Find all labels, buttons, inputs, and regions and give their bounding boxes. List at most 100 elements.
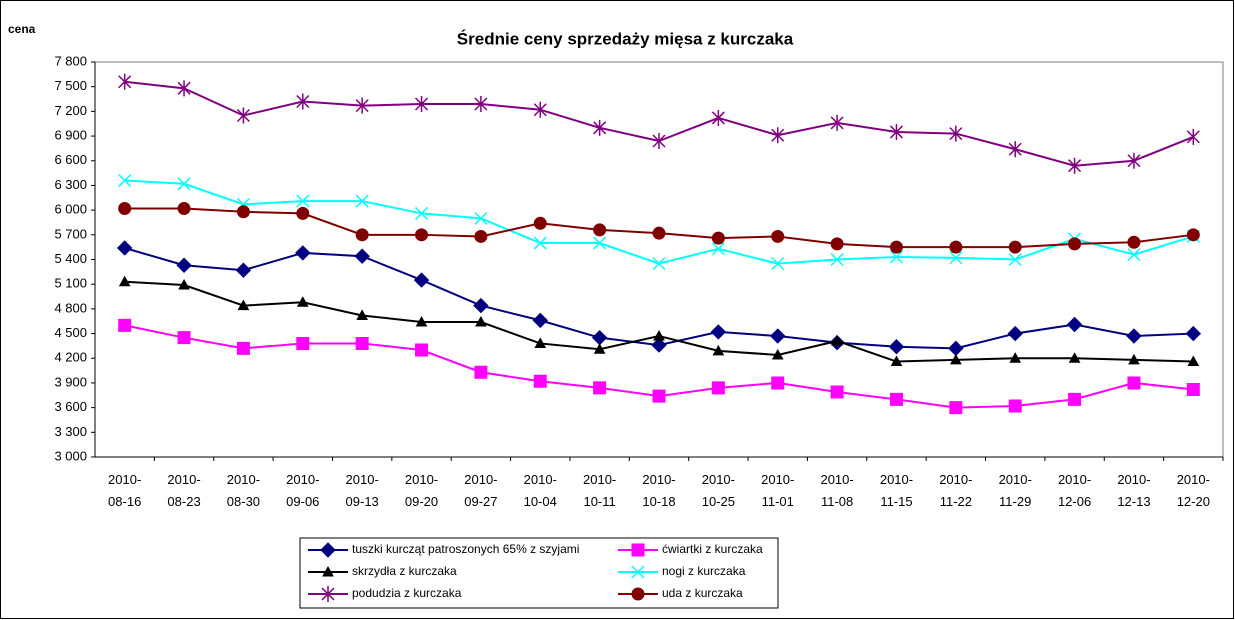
- data-point: [296, 93, 310, 110]
- data-point: [415, 228, 429, 242]
- x-tick-label: 2010-08-16: [108, 472, 141, 509]
- data-point: [118, 201, 132, 215]
- data-point: [889, 240, 903, 254]
- data-point: [474, 211, 488, 225]
- y-tick-label: 6 900: [54, 128, 87, 143]
- y-tick-label: 5 100: [54, 276, 87, 291]
- data-point: [1066, 316, 1083, 333]
- data-point: [176, 257, 192, 273]
- data-point: [771, 348, 784, 360]
- data-point: [415, 316, 428, 327]
- data-point: [711, 231, 725, 245]
- data-point: [889, 392, 903, 406]
- legend-marker: [321, 586, 335, 602]
- data-point: [118, 173, 132, 188]
- data-point: [593, 236, 607, 250]
- x-tick-label: 2010-12-13: [1117, 472, 1150, 509]
- x-tick-label: 2010-09-27: [464, 472, 497, 509]
- data-point: [177, 331, 191, 345]
- data-point: [1007, 325, 1023, 342]
- data-point: [949, 240, 963, 254]
- data-point: [1008, 240, 1022, 254]
- data-point: [710, 324, 727, 340]
- legend-marker: [631, 543, 645, 557]
- data-point: [652, 389, 666, 403]
- data-point: [1009, 352, 1022, 363]
- x-tick-label: 2010-11-08: [820, 472, 853, 509]
- data-point: [652, 226, 666, 240]
- data-point: [533, 236, 547, 250]
- data-point: [296, 206, 310, 220]
- data-point: [1186, 128, 1200, 145]
- data-point: [355, 228, 369, 242]
- y-tick-label: 3 600: [54, 399, 87, 414]
- data-point: [949, 251, 963, 265]
- legend-label: podudzia z kurczaka: [352, 586, 462, 600]
- data-point: [475, 316, 487, 327]
- data-point: [474, 365, 488, 379]
- y-tick-label: 6 600: [54, 152, 87, 167]
- data-point: [355, 97, 369, 114]
- data-point: [1128, 353, 1140, 365]
- data-point: [355, 194, 369, 208]
- data-point: [118, 318, 132, 332]
- y-tick-label: 6 300: [54, 177, 87, 192]
- data-point: [830, 114, 844, 131]
- data-point: [593, 119, 607, 136]
- y-axis-label: cena: [8, 22, 36, 36]
- y-tick-label: 5 700: [54, 226, 87, 241]
- data-point: [413, 272, 430, 288]
- data-point: [414, 206, 429, 220]
- chart-title: Średnie ceny sprzedaży mięsa z kurczaka: [457, 29, 794, 48]
- data-point: [177, 177, 191, 191]
- data-point: [770, 328, 786, 344]
- y-tick-label: 4 800: [54, 300, 87, 315]
- x-tick-label: 2010-08-30: [227, 472, 260, 509]
- data-point: [118, 73, 132, 90]
- data-point: [949, 125, 963, 142]
- y-tick-label: 7 800: [54, 53, 87, 68]
- y-tick-label: 6 000: [54, 202, 87, 217]
- data-point: [711, 242, 725, 256]
- data-point: [1008, 141, 1022, 158]
- y-tick-label: 4 500: [54, 325, 87, 340]
- data-point: [295, 245, 311, 261]
- data-point: [533, 101, 547, 118]
- legend-label: nogi z kurczaka: [662, 564, 746, 578]
- data-point: [533, 216, 547, 230]
- data-point: [118, 275, 131, 287]
- data-point: [1127, 152, 1141, 169]
- data-point: [355, 336, 369, 350]
- data-point: [889, 250, 904, 264]
- data-point: [1127, 235, 1141, 249]
- x-tick-label: 2010-08-23: [167, 472, 200, 509]
- legend-marker: [322, 565, 334, 577]
- x-tick-label: 2010-10-18: [642, 472, 675, 509]
- data-point: [1185, 325, 1202, 342]
- data-point: [652, 133, 666, 149]
- x-tick-label: 2010-10-25: [702, 472, 735, 509]
- legend-box: [299, 537, 779, 609]
- data-point: [178, 278, 190, 290]
- x-tick-label: 2010-12-20: [1177, 472, 1210, 509]
- x-tick-label: 2010-11-15: [880, 472, 913, 509]
- x-tick-label: 2010-09-06: [286, 472, 319, 509]
- data-point: [414, 95, 429, 112]
- legend-marker: [320, 542, 336, 558]
- data-point: [415, 343, 429, 357]
- data-point: [1008, 252, 1022, 267]
- data-point: [1186, 383, 1200, 397]
- data-point: [653, 330, 665, 341]
- data-point: [236, 341, 250, 355]
- data-point: [888, 339, 905, 355]
- x-tick-label: 2010-10-04: [524, 472, 557, 509]
- y-tick-label: 5 400: [54, 251, 87, 266]
- x-tick-label: 2010-11-22: [939, 472, 972, 509]
- legend-label: skrzydła z kurczaka: [352, 564, 457, 578]
- y-tick-label: 7 200: [54, 103, 87, 118]
- data-point: [711, 109, 725, 126]
- data-point: [830, 385, 844, 399]
- data-point: [949, 353, 962, 365]
- x-tick-label: 2010-10-11: [583, 472, 616, 509]
- data-point: [890, 355, 903, 367]
